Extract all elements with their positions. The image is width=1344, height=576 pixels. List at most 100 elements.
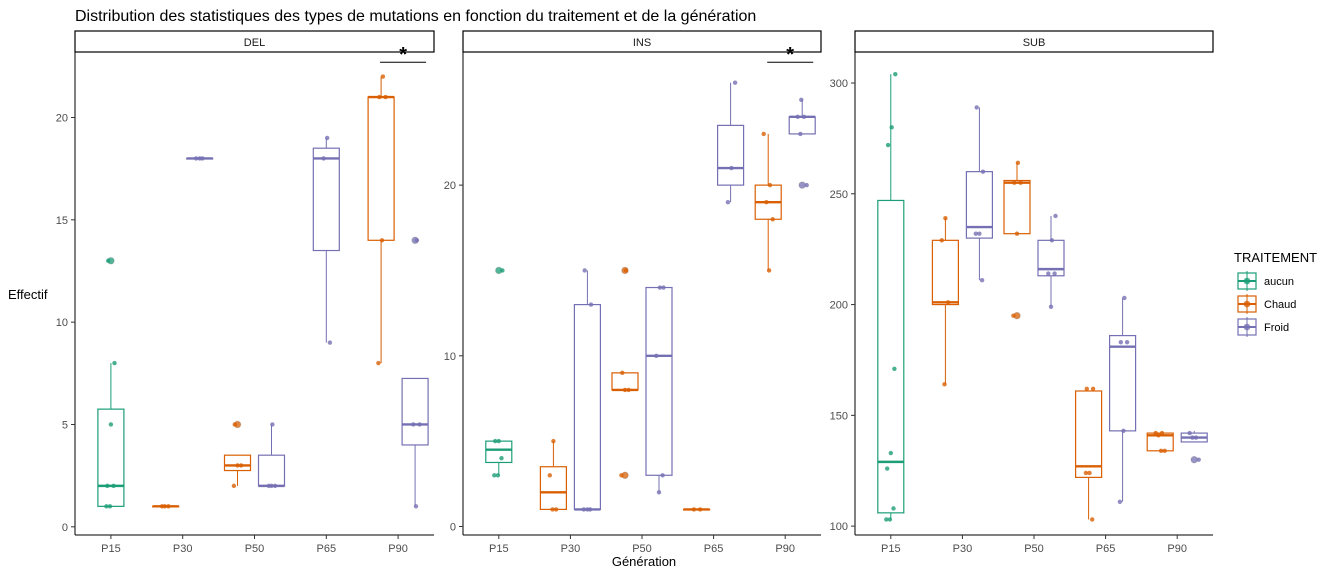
data-point bbox=[626, 387, 631, 393]
data-point bbox=[891, 506, 896, 511]
box-iqr bbox=[573, 303, 602, 510]
data-point bbox=[1162, 448, 1167, 454]
data-point bbox=[620, 370, 625, 376]
legend-item-label: Froid bbox=[1264, 322, 1289, 334]
data-point bbox=[266, 483, 271, 489]
data-point bbox=[112, 360, 117, 366]
x-tick-label: P15 bbox=[881, 543, 901, 555]
data-point bbox=[974, 105, 979, 110]
box-p30-chaud bbox=[152, 504, 180, 509]
data-point bbox=[1121, 428, 1126, 434]
legend-item-froid: Froid bbox=[1237, 317, 1289, 337]
data-point bbox=[379, 238, 385, 243]
data-point bbox=[766, 268, 772, 273]
data-point bbox=[1187, 430, 1192, 436]
box-p65-froid bbox=[1108, 295, 1137, 504]
x-tick-label: P30 bbox=[173, 543, 193, 555]
data-point bbox=[321, 156, 326, 161]
data-point bbox=[585, 507, 590, 512]
data-point bbox=[550, 507, 555, 512]
data-point bbox=[884, 517, 889, 522]
significance-star: * bbox=[399, 44, 407, 66]
data-point bbox=[799, 97, 804, 102]
y-tick-label: 20 bbox=[444, 180, 456, 192]
data-point bbox=[1124, 340, 1130, 345]
box-p50-chaud bbox=[611, 266, 639, 480]
x-tick-label: P15 bbox=[489, 543, 509, 555]
box-p90-froid bbox=[788, 97, 816, 189]
y-tick-label: 20 bbox=[56, 112, 68, 124]
data-point bbox=[945, 300, 951, 305]
x-tick-label: P30 bbox=[953, 543, 973, 555]
box-iqr bbox=[611, 372, 639, 391]
data-point bbox=[1087, 470, 1092, 476]
data-point bbox=[108, 422, 114, 427]
box-p30-froid bbox=[573, 268, 602, 512]
data-point bbox=[1090, 386, 1096, 391]
facet-panel-ins: INS 0 10 20 P15 P30 P50 P65 P90 * bbox=[444, 30, 822, 555]
facet-strip-label: INS bbox=[633, 37, 651, 49]
data-point bbox=[1158, 448, 1164, 454]
data-point bbox=[107, 504, 113, 509]
facet-strip-label: SUB bbox=[1023, 37, 1046, 49]
data-point bbox=[770, 217, 775, 222]
data-point bbox=[553, 507, 559, 512]
x-tick-label: P90 bbox=[1167, 543, 1187, 555]
x-tick-label: P50 bbox=[632, 543, 652, 555]
data-point bbox=[1153, 430, 1158, 436]
x-tick-label: P50 bbox=[245, 543, 265, 555]
facet-panels: DEL 0 5 10 15 20 P15 P30 P50 P65 P90 * INS 0 10 20 P15 P3… bbox=[56, 30, 1214, 555]
data-point bbox=[166, 504, 171, 509]
data-point bbox=[1049, 238, 1055, 243]
data-point bbox=[942, 382, 947, 387]
data-point bbox=[980, 169, 986, 174]
box-iqr bbox=[716, 124, 745, 186]
box-iqr bbox=[312, 147, 340, 252]
box-iqr bbox=[645, 286, 673, 476]
data-point bbox=[892, 366, 897, 372]
box-iqr bbox=[1108, 334, 1137, 432]
legend-item-chaud: Chaud bbox=[1237, 294, 1296, 314]
data-point bbox=[1018, 180, 1023, 185]
chart-title: Distribution des statistiques des types … bbox=[75, 8, 756, 25]
data-point bbox=[588, 302, 594, 307]
data-point bbox=[1118, 340, 1124, 345]
x-axis-title: Génération bbox=[612, 554, 676, 569]
legend-item-label: Chaud bbox=[1264, 299, 1296, 311]
box-p65-froid bbox=[312, 135, 340, 345]
y-tick-label: 150 bbox=[830, 410, 848, 422]
data-point bbox=[1048, 304, 1054, 309]
box-p50-froid bbox=[257, 422, 286, 489]
data-point bbox=[500, 268, 505, 273]
data-point bbox=[1053, 213, 1058, 219]
legend-item-label: aucun bbox=[1264, 276, 1294, 288]
box-p15-aucun bbox=[485, 266, 513, 478]
legend: TRAITEMENT aucun Chaud Froid bbox=[1234, 250, 1317, 337]
data-point bbox=[197, 156, 202, 161]
data-point bbox=[761, 131, 766, 137]
data-point bbox=[327, 340, 333, 345]
data-point bbox=[1046, 271, 1051, 276]
data-point bbox=[582, 268, 587, 273]
data-point bbox=[377, 94, 382, 100]
data-point bbox=[380, 74, 386, 79]
data-point bbox=[1011, 313, 1016, 318]
box-p50-froid bbox=[645, 285, 673, 495]
legend-key-point bbox=[1243, 300, 1251, 308]
box-p50-froid bbox=[1037, 213, 1065, 309]
x-tick-label: P65 bbox=[317, 543, 337, 555]
data-point bbox=[1014, 231, 1020, 236]
box-p90-chaud bbox=[1146, 430, 1174, 454]
data-point bbox=[767, 182, 773, 188]
y-tick-label: 0 bbox=[62, 522, 68, 534]
box-p90-chaud bbox=[754, 131, 782, 273]
data-point bbox=[657, 285, 663, 290]
data-point bbox=[973, 231, 978, 236]
data-point bbox=[1084, 386, 1090, 391]
data-point bbox=[764, 199, 769, 205]
data-point bbox=[1196, 457, 1201, 462]
data-point bbox=[495, 473, 501, 478]
y-tick-label: 15 bbox=[56, 215, 68, 227]
data-point bbox=[417, 422, 422, 427]
box-iqr bbox=[401, 377, 429, 446]
